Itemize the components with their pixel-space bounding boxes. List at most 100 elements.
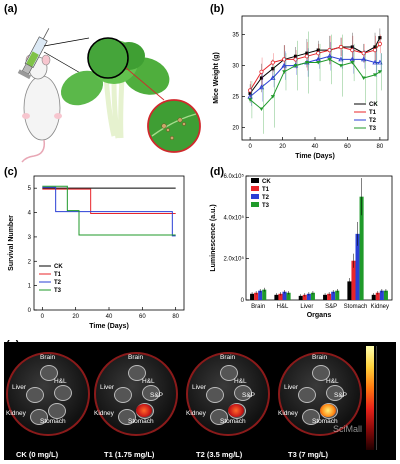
legend-label-T3: T3 (369, 126, 377, 132)
y-tick-label: 4.0x10⁵ (223, 214, 244, 221)
data-point (270, 75, 276, 80)
data-point (259, 107, 264, 111)
bar-CK (250, 293, 255, 300)
organ-label: S&P (150, 392, 164, 399)
organ-blob (26, 387, 44, 403)
organ-label: Stomach (220, 418, 246, 425)
y-axis-title: Survival Number (8, 215, 15, 271)
x-tick-label: Brain (251, 304, 265, 310)
organ-label: Liver (12, 384, 27, 391)
y-tick-label: 0 (28, 308, 32, 314)
bar-T1 (327, 293, 332, 300)
organ-blob (210, 409, 228, 425)
petri-dish (94, 352, 178, 436)
data-point (270, 60, 275, 65)
data-point (361, 76, 366, 80)
organ-label: Kidney (186, 410, 206, 417)
organ-label: Liver (100, 384, 115, 391)
y-tick-label: 25 (232, 95, 239, 101)
data-point (378, 36, 382, 40)
mouse-paw-right (54, 113, 62, 119)
y-tick-label: 30 (232, 64, 239, 70)
series-line-T3 (42, 185, 176, 236)
organ-blob (142, 385, 160, 401)
legend-swatch-T1 (251, 186, 259, 191)
plot-frame (241, 15, 389, 141)
panel-label-a: (a) (4, 3, 18, 15)
petri-dish (6, 352, 90, 436)
dish-caption: T3 (7 mg/L) (288, 450, 329, 459)
bar-T1 (375, 292, 380, 300)
data-point (377, 59, 383, 65)
x-tick-label: 60 (139, 314, 146, 320)
organ-label: Kidney (94, 410, 114, 417)
y-tick-label: 35 (232, 33, 239, 39)
legend-label-CK: CK (54, 264, 63, 270)
data-point (373, 73, 378, 77)
mouse-tail (21, 139, 46, 163)
x-tick-label: S&P (325, 304, 337, 310)
bar-T1 (254, 292, 259, 300)
organ-label: Brain (220, 354, 236, 361)
data-point (377, 41, 382, 47)
legend-label-T1: T1 (262, 187, 270, 193)
series-line-T2 (249, 55, 380, 97)
luminescence-hotspot (228, 404, 244, 417)
data-point (316, 61, 321, 65)
syringe-icon (17, 28, 50, 80)
bar-T2 (355, 233, 360, 300)
data-point (293, 64, 298, 68)
x-tick-label: 60 (344, 144, 351, 150)
plot-frame (245, 175, 393, 301)
data-point (350, 61, 355, 65)
panel-label-d: (d) (210, 166, 225, 178)
legend-label-T2: T2 (369, 118, 377, 124)
x-axis-title: Time (Days) (295, 153, 335, 160)
bar-T2 (331, 291, 336, 300)
cabbage-stem (103, 75, 125, 139)
organ-label: Kidney (6, 410, 26, 417)
bar-T3 (335, 290, 340, 300)
bar-T2 (379, 290, 384, 300)
organ-label: Brain (40, 354, 56, 361)
organ-blob (54, 385, 72, 401)
legend-label-T3: T3 (262, 203, 270, 209)
data-point (248, 91, 252, 96)
legend-label-T2: T2 (262, 195, 270, 201)
organ-blob (48, 403, 66, 419)
organ-label: H&L (142, 378, 155, 385)
y-tick-label: 2.0x10⁵ (223, 256, 244, 263)
data-point (350, 45, 354, 49)
organ-label: Stomach (40, 418, 66, 425)
organ-blob (312, 365, 330, 381)
bar-CK (274, 294, 279, 300)
data-point (338, 64, 343, 68)
panel-label-b: (b) (210, 3, 225, 15)
y-axis-title: Luminescence (a.u.) (210, 204, 217, 271)
data-point (248, 98, 253, 102)
legend-swatch-T3 (251, 202, 259, 207)
weight-chart: 0 20 40 60 80 20 25 30 35 Time (Days) Mice Weight … (213, 15, 389, 160)
organ-label: H&L (326, 378, 339, 385)
x-tick-label: 0 (41, 314, 45, 320)
y-tick-label: 20 (232, 126, 239, 132)
leaf-vein (151, 113, 197, 137)
organ-label: Brain (128, 354, 144, 361)
bar-CK (323, 294, 328, 300)
bar-T1 (278, 293, 283, 300)
data-point (281, 62, 287, 68)
bar-CK (371, 294, 376, 300)
data-point (349, 56, 356, 62)
y-tick-label: 0 (241, 298, 245, 304)
bar-T2 (258, 290, 263, 300)
data-point (282, 70, 287, 74)
organ-blob (298, 387, 316, 403)
x-tick-label: 20 (279, 144, 286, 150)
watermark-text: SciMall (332, 424, 362, 434)
data-point (304, 61, 309, 65)
dish-caption: T1 (1.75 mg/L) (104, 450, 155, 459)
y-tick-label: 6.0x10⁵ (223, 173, 244, 180)
organ-label: Brain (312, 354, 328, 361)
luminescence-hotspot (136, 404, 152, 417)
data-point (338, 44, 344, 50)
